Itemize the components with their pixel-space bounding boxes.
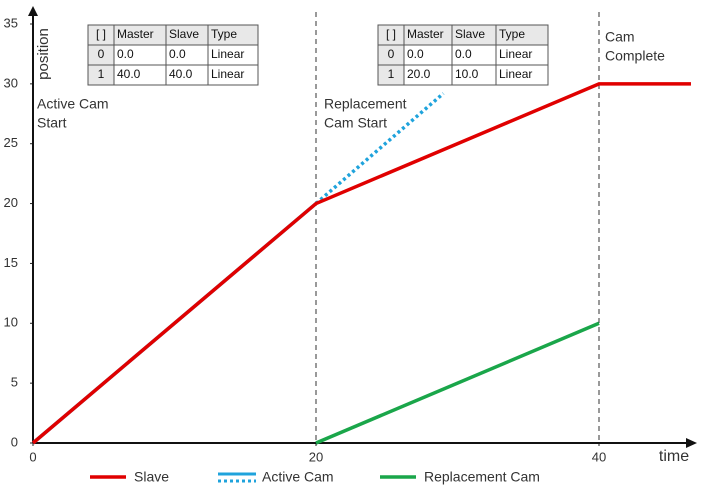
annotation: Replacement bbox=[324, 96, 407, 112]
table-text: [ ] bbox=[96, 27, 106, 41]
table-text: 1 bbox=[388, 67, 395, 81]
annotation: Complete bbox=[605, 48, 665, 64]
table-text: [ ] bbox=[386, 27, 396, 41]
y-tick-label: 0 bbox=[11, 434, 18, 449]
legend-label: Slave bbox=[134, 469, 169, 485]
y-tick-label: 35 bbox=[4, 15, 18, 30]
series-line bbox=[315, 321, 600, 445]
y-tick-label: 30 bbox=[4, 75, 18, 90]
annotation: Active Cam bbox=[37, 96, 109, 112]
x-axis-label: time bbox=[659, 448, 689, 465]
annotation: Cam Start bbox=[324, 115, 387, 131]
table-cell bbox=[495, 64, 549, 86]
table-text: Slave bbox=[455, 27, 485, 41]
table-text: Type bbox=[499, 27, 525, 41]
series-line bbox=[31, 82, 691, 445]
table-text: Linear bbox=[499, 67, 532, 81]
x-axis-arrow bbox=[686, 438, 697, 448]
table-text: Linear bbox=[499, 47, 532, 61]
table-text: 1 bbox=[98, 67, 105, 81]
table-text: 10.0 bbox=[455, 67, 479, 81]
annotation: Start bbox=[37, 115, 67, 131]
series-line bbox=[314, 92, 445, 205]
table-cell bbox=[207, 64, 259, 86]
table-text: Type bbox=[211, 27, 237, 41]
x-tick-label: 0 bbox=[29, 449, 36, 464]
legend-label: Active Cam bbox=[262, 469, 334, 485]
x-tick-label: 40 bbox=[592, 449, 606, 464]
y-tick-label: 5 bbox=[11, 375, 18, 390]
y-tick-label: 15 bbox=[4, 255, 18, 270]
legend-label: Replacement Cam bbox=[424, 469, 540, 485]
table-text: 0 bbox=[388, 47, 395, 61]
annotation: Cam bbox=[605, 29, 635, 45]
table-text: Slave bbox=[169, 27, 199, 41]
table-text: Master bbox=[407, 27, 444, 41]
y-axis-arrow bbox=[28, 6, 38, 16]
y-axis-label: position bbox=[35, 28, 52, 80]
table-text: 40.0 bbox=[117, 67, 141, 81]
y-tick-label: 20 bbox=[4, 195, 18, 210]
table-text: 0.0 bbox=[117, 47, 134, 61]
table-text: 20.0 bbox=[407, 67, 431, 81]
table-text: Linear bbox=[211, 67, 244, 81]
x-tick-label: 20 bbox=[309, 449, 323, 464]
table-text: 0.0 bbox=[455, 47, 472, 61]
table-text: 0.0 bbox=[407, 47, 424, 61]
table-text: Linear bbox=[211, 47, 244, 61]
table-text: Master bbox=[117, 27, 154, 41]
table-text: 40.0 bbox=[169, 67, 193, 81]
table-text: 0 bbox=[98, 47, 105, 61]
y-tick-label: 25 bbox=[4, 135, 18, 150]
y-tick-label: 10 bbox=[4, 315, 18, 330]
table-text: 0.0 bbox=[169, 47, 186, 61]
